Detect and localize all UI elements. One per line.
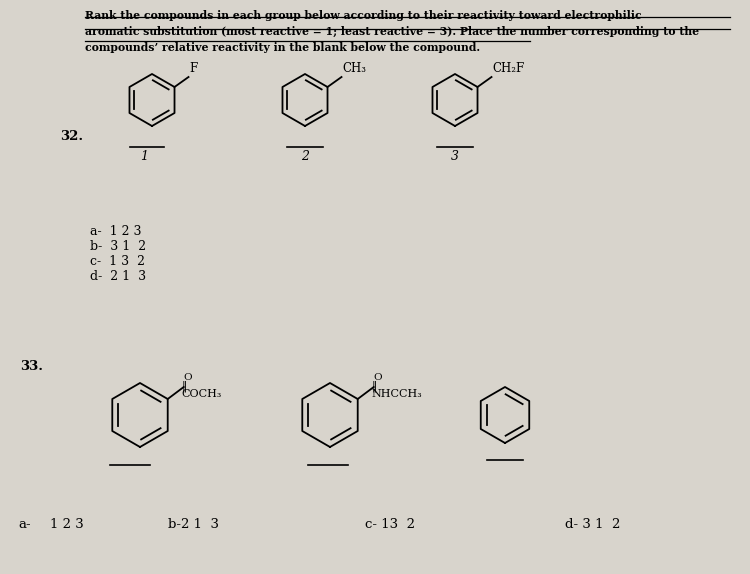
Text: d-  2 1  3: d- 2 1 3 [90, 270, 146, 283]
Text: 1 2 3: 1 2 3 [50, 518, 84, 531]
Text: ‖: ‖ [182, 381, 188, 393]
Text: Rank the compounds in each group below according to their reactivity toward elec: Rank the compounds in each group below a… [85, 10, 699, 53]
Text: d- 3 1  2: d- 3 1 2 [565, 518, 620, 531]
Text: 33.: 33. [20, 360, 43, 373]
Text: O: O [374, 373, 382, 382]
Text: ‖: ‖ [372, 381, 377, 393]
Text: F: F [190, 62, 198, 75]
Text: 1: 1 [140, 150, 148, 163]
Text: c-  1 3  2: c- 1 3 2 [90, 255, 145, 268]
Text: c- 13  2: c- 13 2 [365, 518, 415, 531]
Text: a-: a- [18, 518, 31, 531]
Text: a-  1 2 3: a- 1 2 3 [90, 225, 142, 238]
Text: 3: 3 [451, 150, 459, 163]
Text: COCH₃: COCH₃ [182, 389, 222, 399]
Text: 2: 2 [301, 150, 309, 163]
Text: CH₂F: CH₂F [493, 62, 525, 75]
Text: 32.: 32. [60, 130, 83, 143]
Text: CH₃: CH₃ [343, 62, 367, 75]
Text: b-2 1  3: b-2 1 3 [168, 518, 219, 531]
Text: O: O [184, 373, 192, 382]
Text: b-  3 1  2: b- 3 1 2 [90, 240, 146, 253]
Text: NHCCH₃: NHCCH₃ [372, 389, 422, 399]
